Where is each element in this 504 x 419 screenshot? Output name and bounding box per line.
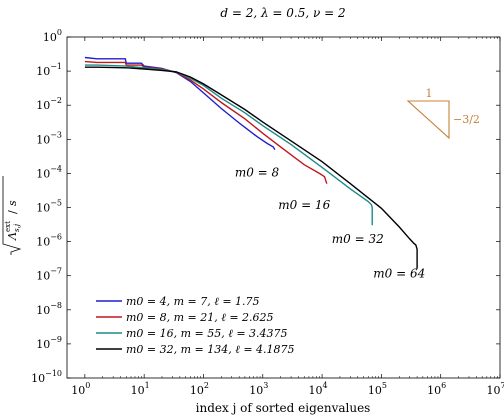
series-line-2 (84, 60, 328, 184)
y-tick-label: 10−1 (36, 62, 62, 78)
chart-title: d = 2, λ = 0.5, ν = 2 (220, 6, 345, 20)
svg-text:/: / (6, 210, 19, 214)
y-tick-label: 10−5 (36, 199, 62, 215)
x-ticks: 100 101 102 103 104 105 106 107 (71, 37, 504, 397)
legend-entry: m0 = 32, m = 134, ℓ = 4.1875 (126, 343, 295, 356)
svg-text:Λ: Λ (6, 232, 19, 241)
slope-rise-label: −3/2 (453, 113, 480, 126)
curve-annotation: m0 = 64 (373, 266, 425, 280)
series-line-1 (84, 56, 276, 150)
x-tick-label: 105 (368, 381, 387, 397)
svg-text:s,j: s,j (13, 223, 21, 232)
slope-triangle: 1 −3/2 (406, 87, 480, 140)
svg-text:s: s (6, 200, 19, 206)
x-axis-label: index j of sorted eigenvalues (196, 401, 371, 415)
y-tick-label: 10−9 (36, 335, 62, 351)
y-tick-label: 10−4 (36, 164, 62, 180)
y-tick-label: 10−8 (36, 301, 62, 317)
y-tick-label: 10−2 (36, 96, 62, 112)
y-axis-label: Λ s,j ext / s (2, 176, 22, 255)
slope-run-label: 1 (426, 87, 433, 100)
y-tick-label: 10−6 (36, 233, 62, 249)
x-tick-label: 106 (427, 381, 446, 397)
legend-entry: m0 = 16, m = 55, ℓ = 3.4375 (126, 327, 288, 340)
legend-entry: m0 = 4, m = 7, ℓ = 1.75 (126, 295, 260, 308)
x-tick-label: 103 (249, 381, 268, 397)
x-tick-label: 100 (71, 381, 90, 397)
curve-annotation: m0 = 32 (332, 232, 384, 246)
annotations: m0 = 8 m0 = 16 m0 = 32 m0 = 64 (235, 166, 425, 281)
series-line-4 (84, 66, 418, 269)
y-tick-label: 100 (43, 28, 62, 44)
y-tick-label: 10−3 (36, 130, 62, 146)
x-tick-label: 107 (486, 381, 504, 397)
curve-annotation: m0 = 8 (235, 166, 280, 180)
y-tick-label: 10−7 (36, 267, 62, 283)
series-line-3 (84, 64, 373, 226)
x-tick-label: 104 (309, 381, 328, 397)
y-ticks: 100 10−1 10−2 10−3 10−4 10−5 10−6 10−7 10−8 10−9 1… (31, 28, 500, 385)
curve-annotation: m0 = 16 (278, 198, 330, 212)
svg-text:ext: ext (4, 221, 12, 232)
y-tick-label: 10−10 (31, 369, 62, 385)
x-tick-label: 101 (131, 381, 150, 397)
legend-entry: m0 = 8, m = 21, ℓ = 2.625 (126, 311, 274, 324)
series-lines (84, 56, 418, 269)
x-tick-label: 102 (190, 381, 209, 397)
legend: m0 = 4, m = 7, ℓ = 1.75 m0 = 8, m = 21, ℓ… (91, 291, 295, 358)
